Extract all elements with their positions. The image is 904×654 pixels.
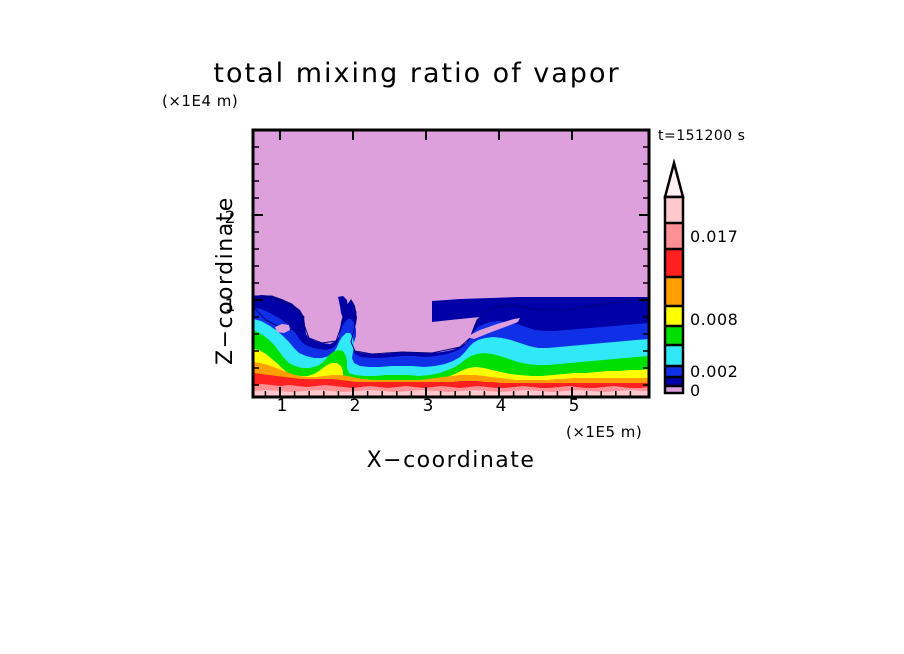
contour-line-navy-lobe — [253, 295, 305, 331]
x-tick-label-5: 5 — [568, 396, 580, 416]
colorbar-label-0002: 0.002 — [690, 362, 739, 381]
band-cyan-left-lobe — [253, 319, 290, 351]
x-tick-label-4: 4 — [495, 396, 507, 416]
time-annotation: t=151200 s — [658, 128, 746, 144]
contour-line-navy — [253, 295, 649, 355]
colorbar — [663, 158, 685, 395]
colorbar-arrow-tip — [663, 158, 685, 199]
dry-intrusion-slit — [466, 318, 520, 339]
colorbar-label-0008: 0.008 — [690, 310, 739, 329]
colorbar-swatch-2 — [665, 249, 683, 277]
colorbar-swatch-5 — [665, 326, 683, 345]
plot-frame — [251, 128, 651, 399]
colorbar-label-0017: 0.017 — [690, 227, 739, 246]
dry-notch-left — [275, 324, 290, 333]
colorbar-swatch-9 — [665, 386, 683, 393]
x-axis-major-ticks — [279, 387, 573, 397]
y-tick-label-1: 1 — [224, 296, 236, 316]
x-axis-top-ticks — [279, 130, 573, 140]
x-tick-label-3: 3 — [422, 396, 434, 416]
colorbar-swatch-7 — [665, 366, 683, 377]
colorbar-swatch-3 — [665, 277, 683, 306]
y-axis-major-ticks — [253, 214, 649, 301]
colorbar-frame — [663, 195, 685, 395]
x-tick-label-2: 2 — [349, 396, 361, 416]
page-title: total mixing ratio of vapor — [213, 58, 621, 89]
band-green-left-bulge — [253, 330, 284, 365]
colorbar-dividers — [665, 221, 683, 388]
colorbar-swatch-1 — [665, 223, 683, 249]
colorbar-label-0: 0 — [690, 381, 701, 400]
colorbar-swatch-8 — [665, 377, 683, 386]
colorbar-swatch-6 — [665, 345, 683, 366]
colorbar-swatch-4 — [665, 306, 683, 326]
band-navy-plume — [338, 296, 348, 318]
y-axis-minor-ticks — [253, 146, 649, 386]
x-axis-units-label: (×1E5 m) — [566, 423, 643, 441]
x-axis-minor-ticks — [264, 391, 632, 397]
contour-bands — [253, 295, 649, 397]
y-axis-units-label: (×1E4 m) — [162, 92, 239, 110]
x-axis-title: X−coordinate — [366, 448, 536, 473]
x-tick-label-1: 1 — [276, 396, 288, 416]
y-tick-label-2: 2 — [224, 208, 236, 228]
colorbar-swatch-0 — [665, 197, 683, 223]
